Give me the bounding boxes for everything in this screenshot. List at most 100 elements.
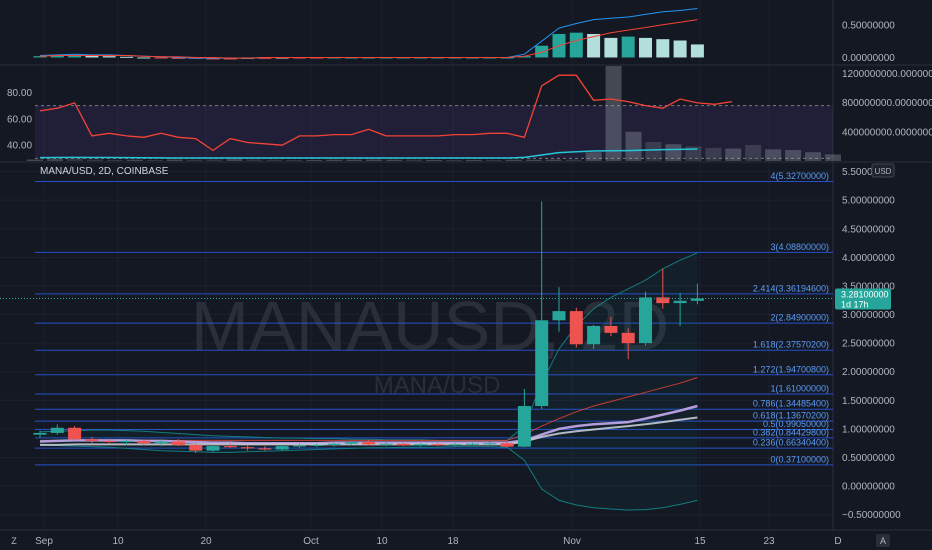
volume-bar xyxy=(565,159,582,161)
candle[interactable] xyxy=(587,324,601,349)
candle[interactable] xyxy=(690,283,704,305)
last-price-badge: 3.28100000 1d 17h xyxy=(835,288,891,310)
time-label: 20 xyxy=(200,536,212,547)
auto-scale-button[interactable]: A xyxy=(880,536,886,546)
candle-body xyxy=(483,443,497,445)
price-tick: 5.50000000 xyxy=(842,167,895,178)
candle[interactable] xyxy=(258,446,272,451)
histogram-bar xyxy=(50,55,64,58)
volume-bar xyxy=(665,144,682,161)
time-label: 10 xyxy=(376,536,388,547)
candle[interactable] xyxy=(466,442,479,446)
candle-body xyxy=(258,448,272,450)
time-label: D xyxy=(834,536,841,547)
candle-body xyxy=(189,444,203,451)
candle-body xyxy=(33,432,47,435)
volume-bar xyxy=(46,159,63,161)
candle[interactable] xyxy=(171,439,185,447)
volume-bar xyxy=(505,159,522,161)
volume-bar xyxy=(286,159,303,161)
candle-body xyxy=(500,443,514,447)
candle-body xyxy=(673,300,687,304)
candle[interactable] xyxy=(85,436,99,444)
histogram-bar xyxy=(604,37,618,58)
histogram-bar xyxy=(587,33,601,58)
volume-bar xyxy=(685,146,702,161)
volume-bar xyxy=(86,159,103,161)
volume-bar xyxy=(246,159,263,161)
candle[interactable] xyxy=(241,444,255,451)
candle[interactable] xyxy=(362,439,376,446)
candle[interactable] xyxy=(223,443,237,449)
volume-bar xyxy=(625,131,642,161)
axes: Sep 10 20 Oct 10 18 Nov 15 23 D 5.50000000 5.000000… xyxy=(7,20,932,547)
currency-box[interactable] xyxy=(871,163,895,178)
candle[interactable] xyxy=(483,441,497,445)
fib-level-label: 0(0.37100000) xyxy=(770,454,829,464)
fib-level-label: 1(1.61000000) xyxy=(770,384,829,394)
candle[interactable] xyxy=(120,439,133,445)
histogram-bar xyxy=(137,57,151,59)
candle[interactable] xyxy=(535,201,549,409)
volume-bar xyxy=(465,159,482,161)
candle-body xyxy=(137,440,151,444)
histogram-bar xyxy=(569,32,583,58)
candle[interactable] xyxy=(189,443,203,453)
price-tick: 2.50000000 xyxy=(842,339,895,350)
candle[interactable] xyxy=(604,316,618,337)
volume-bar xyxy=(326,159,343,161)
candle[interactable] xyxy=(310,443,324,448)
candle[interactable] xyxy=(517,388,531,448)
candle[interactable] xyxy=(448,443,462,447)
candle[interactable] xyxy=(673,292,687,326)
candle-body xyxy=(120,440,133,443)
candle[interactable] xyxy=(396,442,410,447)
volume-bar xyxy=(27,159,43,161)
candle[interactable] xyxy=(500,440,514,448)
time-label: 15 xyxy=(694,536,706,547)
price-panel xyxy=(0,180,833,511)
candle[interactable] xyxy=(137,439,151,445)
candle[interactable] xyxy=(621,328,635,360)
band-fill xyxy=(40,252,698,511)
oscillator-tick: 0.50000000 xyxy=(842,20,895,31)
zoom-button[interactable]: Z xyxy=(11,536,17,546)
price-tick: 3.00000000 xyxy=(842,310,895,321)
volume-bar xyxy=(645,142,662,161)
candle[interactable] xyxy=(102,438,116,444)
symbol-title[interactable]: MANA/USD, 2D, COINBASE xyxy=(40,166,169,177)
histogram-bar xyxy=(258,57,272,59)
candle[interactable] xyxy=(275,444,289,451)
candle[interactable] xyxy=(431,442,445,447)
candle[interactable] xyxy=(50,424,64,435)
fib-level-label: 2(2.84900000) xyxy=(770,313,829,323)
candle-body xyxy=(552,311,566,321)
candle[interactable] xyxy=(344,440,358,445)
auto-scale-button-bg[interactable] xyxy=(876,534,890,547)
candle[interactable] xyxy=(293,443,306,448)
currency-label: USD xyxy=(875,167,892,176)
time-label: 18 xyxy=(447,536,459,547)
candle-body xyxy=(690,298,704,301)
candle-body xyxy=(327,443,341,445)
candle[interactable] xyxy=(639,291,652,346)
candle[interactable] xyxy=(206,444,220,452)
histogram-bar xyxy=(656,39,670,58)
fib-level-label: 0.618(1.13670200) xyxy=(753,411,829,421)
candle[interactable] xyxy=(569,307,583,348)
volume-bar xyxy=(386,159,403,161)
volume-tick: 800000000.00000000 xyxy=(842,98,932,109)
candle[interactable] xyxy=(68,426,82,441)
price-tick: 0.50000000 xyxy=(842,453,895,464)
candle-body xyxy=(448,444,462,446)
candle[interactable] xyxy=(327,442,341,447)
fib-level-label: 4(5.32700000) xyxy=(770,171,829,181)
candle[interactable] xyxy=(33,430,47,438)
candle[interactable] xyxy=(414,443,428,447)
candle[interactable] xyxy=(552,287,566,332)
candle-body xyxy=(50,427,64,433)
candle[interactable] xyxy=(656,268,670,309)
candle[interactable] xyxy=(379,442,393,447)
candle[interactable] xyxy=(154,440,168,447)
